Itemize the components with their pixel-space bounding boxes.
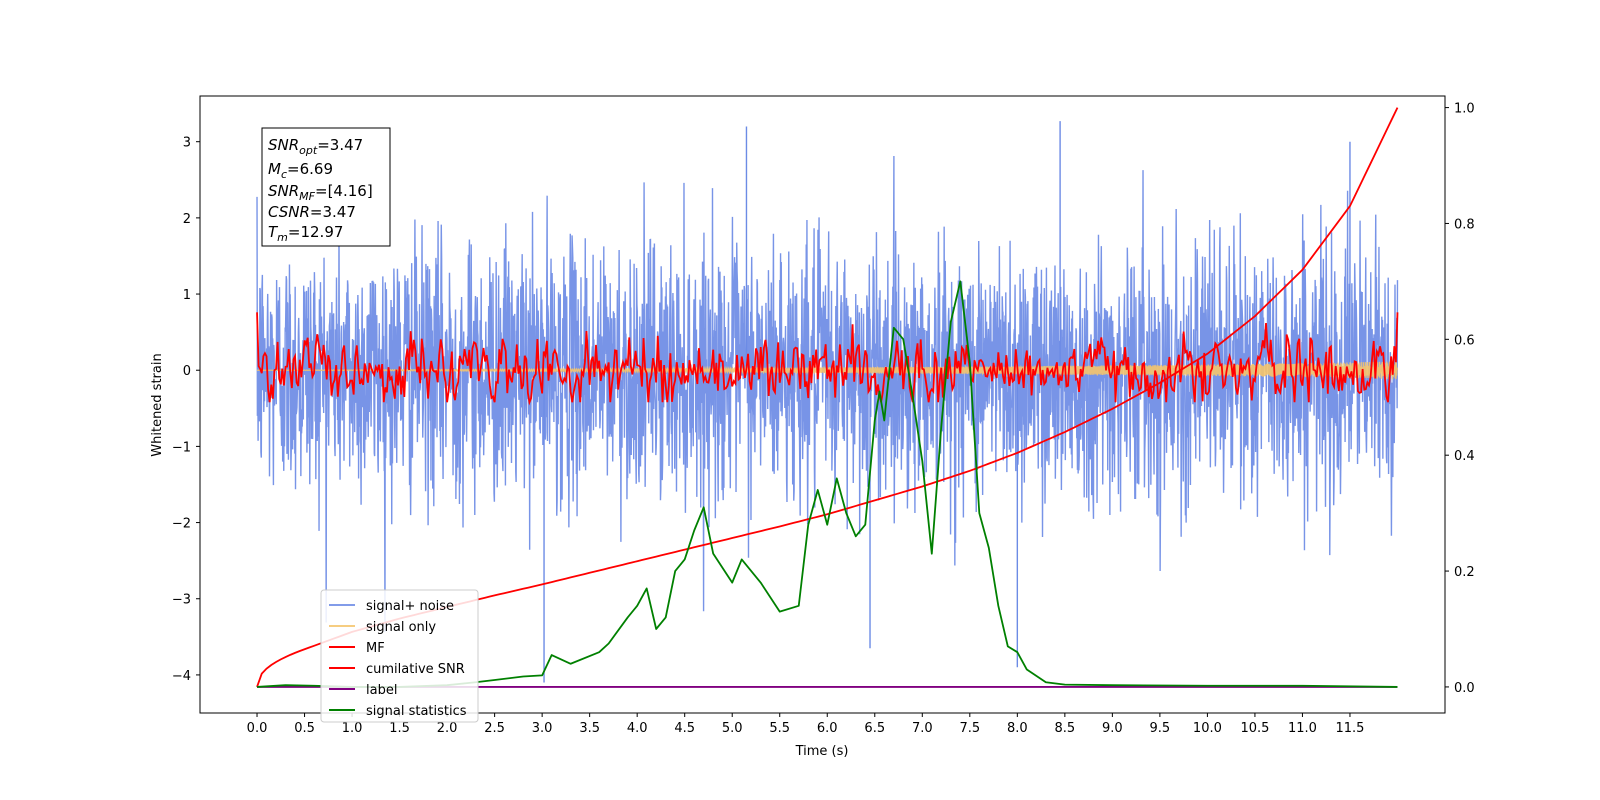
legend-label-mf: MF xyxy=(366,641,385,656)
y-axis-left: 3 2 1 0 −1 −2 −3 −4 xyxy=(172,136,200,684)
x-tick-label-17: 8.5 xyxy=(1055,721,1076,736)
y2-tick-label-5: 0.0 xyxy=(1454,681,1475,696)
y-tick-label-4: −1 xyxy=(172,440,191,455)
x-tick-label-12: 6.0 xyxy=(817,721,838,736)
x-axis: 0.0 0.5 1.0 1.5 2.0 2.5 3.0 3.5 4.0 4.5 5.0 5.5 6.0 6… xyxy=(247,713,1364,736)
y2-tick-label-3: 0.4 xyxy=(1454,449,1475,464)
info-box: SNRopt=3.47 Mc=6.69 SNRMF=[4.16] CSNR=3.… xyxy=(261,127,391,247)
x-tick-label-4: 2.0 xyxy=(437,721,458,736)
y-axis-right: 1.0 0.8 0.6 0.4 0.2 0.0 xyxy=(1445,102,1475,696)
x-tick-label-6: 3.0 xyxy=(532,721,553,736)
x-tick-label-21: 10.5 xyxy=(1240,721,1269,736)
x-tick-label-16: 8.0 xyxy=(1007,721,1028,736)
x-tick-label-1: 0.5 xyxy=(294,721,315,736)
mf-series xyxy=(256,312,1399,406)
y-tick-label-0: 3 xyxy=(183,136,191,151)
y2-tick-label-0: 1.0 xyxy=(1454,102,1475,117)
info-csnr: CSNR=3.47 xyxy=(268,203,356,221)
x-tick-label-23: 11.5 xyxy=(1335,721,1364,736)
legend: signal+ noise signal only MF cumilative SNR… xyxy=(320,589,479,723)
x-tick-label-2: 1.0 xyxy=(342,721,363,736)
info-mc: Mc=6.69 xyxy=(268,160,333,181)
y-tick-label-1: 2 xyxy=(183,212,191,227)
x-tick-label-8: 4.0 xyxy=(627,721,648,736)
x-axis-label: Time (s) xyxy=(795,744,849,759)
y-tick-label-6: −3 xyxy=(172,593,191,608)
info-snr-mf: SNRMF=[4.16] xyxy=(268,182,373,203)
x-tick-label-5: 2.5 xyxy=(484,721,505,736)
y-tick-label-7: −4 xyxy=(172,669,191,684)
legend-label-signal-statistics: signal statistics xyxy=(366,704,467,719)
x-tick-label-15: 7.5 xyxy=(959,721,980,736)
x-tick-label-18: 9.0 xyxy=(1102,721,1123,736)
x-tick-label-20: 10.0 xyxy=(1193,721,1222,736)
legend-label-signal-only: signal only xyxy=(366,620,436,635)
signal-noise-series xyxy=(256,121,1399,683)
y2-tick-label-4: 0.2 xyxy=(1454,565,1475,580)
y2-tick-label-1: 0.8 xyxy=(1454,217,1475,232)
x-tick-label-13: 6.5 xyxy=(864,721,885,736)
x-tick-label-10: 5.0 xyxy=(722,721,743,736)
x-tick-label-11: 5.5 xyxy=(769,721,790,736)
info-tm: Tm=12.97 xyxy=(268,223,343,244)
x-tick-label-19: 9.5 xyxy=(1150,721,1171,736)
x-tick-label-9: 4.5 xyxy=(674,721,695,736)
line-signal-statistics xyxy=(256,280,1398,688)
legend-label-label: label xyxy=(366,683,397,698)
line-signal-noise xyxy=(256,155,1399,633)
line-mf xyxy=(256,312,1399,406)
y-axis-label: Whitened strain xyxy=(150,353,165,456)
legend-label-signal-noise: signal+ noise xyxy=(366,599,454,614)
info-snr-opt: SNRopt=3.47 xyxy=(268,136,363,157)
plot-frame xyxy=(199,95,1446,714)
x-tick-label-7: 3.5 xyxy=(579,721,600,736)
x-tick-label-14: 7.0 xyxy=(912,721,933,736)
x-tick-label-22: 11.0 xyxy=(1288,721,1317,736)
y-tick-label-2: 1 xyxy=(183,288,191,303)
y2-tick-label-2: 0.6 xyxy=(1454,333,1475,348)
legend-label-cumilative-snr: cumilative SNR xyxy=(366,662,465,677)
y-tick-label-3: 0 xyxy=(183,364,191,379)
y-tick-label-5: −2 xyxy=(172,517,191,532)
x-tick-label-3: 1.5 xyxy=(389,721,410,736)
x-tick-label-0: 0.0 xyxy=(247,721,268,736)
